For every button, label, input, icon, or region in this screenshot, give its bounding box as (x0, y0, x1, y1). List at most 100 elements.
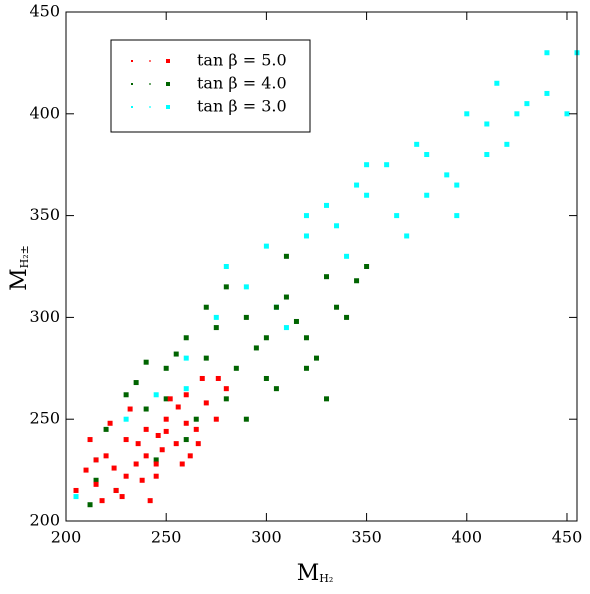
point (143, 406, 149, 412)
point (153, 392, 159, 398)
point (163, 365, 169, 371)
point (354, 278, 360, 284)
point (203, 304, 209, 310)
point (173, 441, 179, 447)
x-tick-label: 300 (251, 528, 282, 547)
point (123, 392, 129, 398)
x-tick-label: 450 (552, 528, 583, 547)
point (324, 274, 330, 280)
point (147, 498, 153, 504)
point (324, 202, 330, 208)
point (167, 396, 173, 402)
point (263, 335, 269, 341)
point (324, 396, 330, 402)
point (544, 90, 550, 96)
point (133, 380, 139, 386)
point (404, 233, 410, 239)
point (524, 101, 530, 107)
point (73, 487, 79, 493)
legend-marker (131, 106, 133, 108)
point (187, 453, 193, 459)
point (273, 304, 279, 310)
x-axis-label: MH₂ (297, 561, 334, 586)
point (344, 253, 350, 259)
point (143, 453, 149, 459)
point (83, 467, 89, 473)
point (484, 152, 490, 158)
legend-label: tan β = 3.0 (197, 97, 287, 116)
point (103, 426, 109, 432)
point (283, 325, 289, 331)
plot-points (73, 50, 580, 508)
point (139, 477, 145, 483)
legend-marker (131, 60, 133, 62)
point (384, 162, 390, 168)
x-tick-label: 350 (351, 528, 382, 547)
point (183, 355, 189, 361)
point (303, 213, 309, 219)
point (243, 284, 249, 290)
x-tick-label: 400 (452, 528, 483, 547)
point (243, 314, 249, 320)
y-axis-label: MH₂± (7, 245, 32, 291)
point (223, 264, 229, 269)
point (364, 192, 370, 198)
point (484, 121, 490, 127)
y-tick-label: 250 (29, 409, 60, 428)
x-label-sub: H₂ (319, 572, 333, 585)
legend-marker (149, 83, 151, 85)
point (123, 416, 129, 422)
point (273, 386, 279, 392)
y-tick-label: 200 (29, 511, 60, 530)
point (293, 318, 299, 324)
point (135, 441, 141, 447)
point (303, 365, 309, 371)
point (119, 494, 125, 500)
legend-label: tan β = 5.0 (197, 51, 287, 70)
point (424, 192, 430, 198)
point (303, 233, 309, 239)
x-tick-label: 250 (151, 528, 182, 547)
point (263, 375, 269, 381)
point (213, 314, 219, 320)
point (544, 50, 550, 56)
point (133, 461, 139, 467)
plot-frame (65, 11, 578, 522)
point (153, 473, 159, 479)
y-tick-label: 350 (29, 205, 60, 224)
point (103, 453, 109, 459)
y-label-main: M (7, 268, 32, 291)
point (173, 351, 179, 357)
legend-marker (166, 105, 170, 109)
point (183, 386, 189, 392)
point (444, 172, 450, 178)
point (123, 473, 129, 479)
point (193, 416, 199, 422)
point (163, 428, 169, 434)
point (213, 325, 219, 331)
point (283, 253, 289, 259)
legend-marker (131, 83, 133, 85)
point (263, 243, 269, 249)
point (504, 141, 510, 147)
point (93, 477, 99, 483)
point (183, 437, 189, 443)
point (454, 182, 460, 188)
point (313, 355, 319, 361)
point (394, 213, 400, 219)
point (223, 386, 229, 392)
point (303, 335, 309, 341)
point (143, 426, 149, 432)
point (163, 396, 169, 402)
point (123, 437, 129, 443)
x-tick-label: 200 (51, 528, 82, 547)
legend-label: tan β = 4.0 (197, 74, 287, 93)
point (93, 457, 99, 463)
point (193, 426, 199, 432)
point (111, 465, 117, 471)
point (153, 461, 159, 467)
point (183, 392, 189, 398)
point (155, 432, 161, 438)
point (73, 494, 79, 500)
point (213, 416, 219, 422)
